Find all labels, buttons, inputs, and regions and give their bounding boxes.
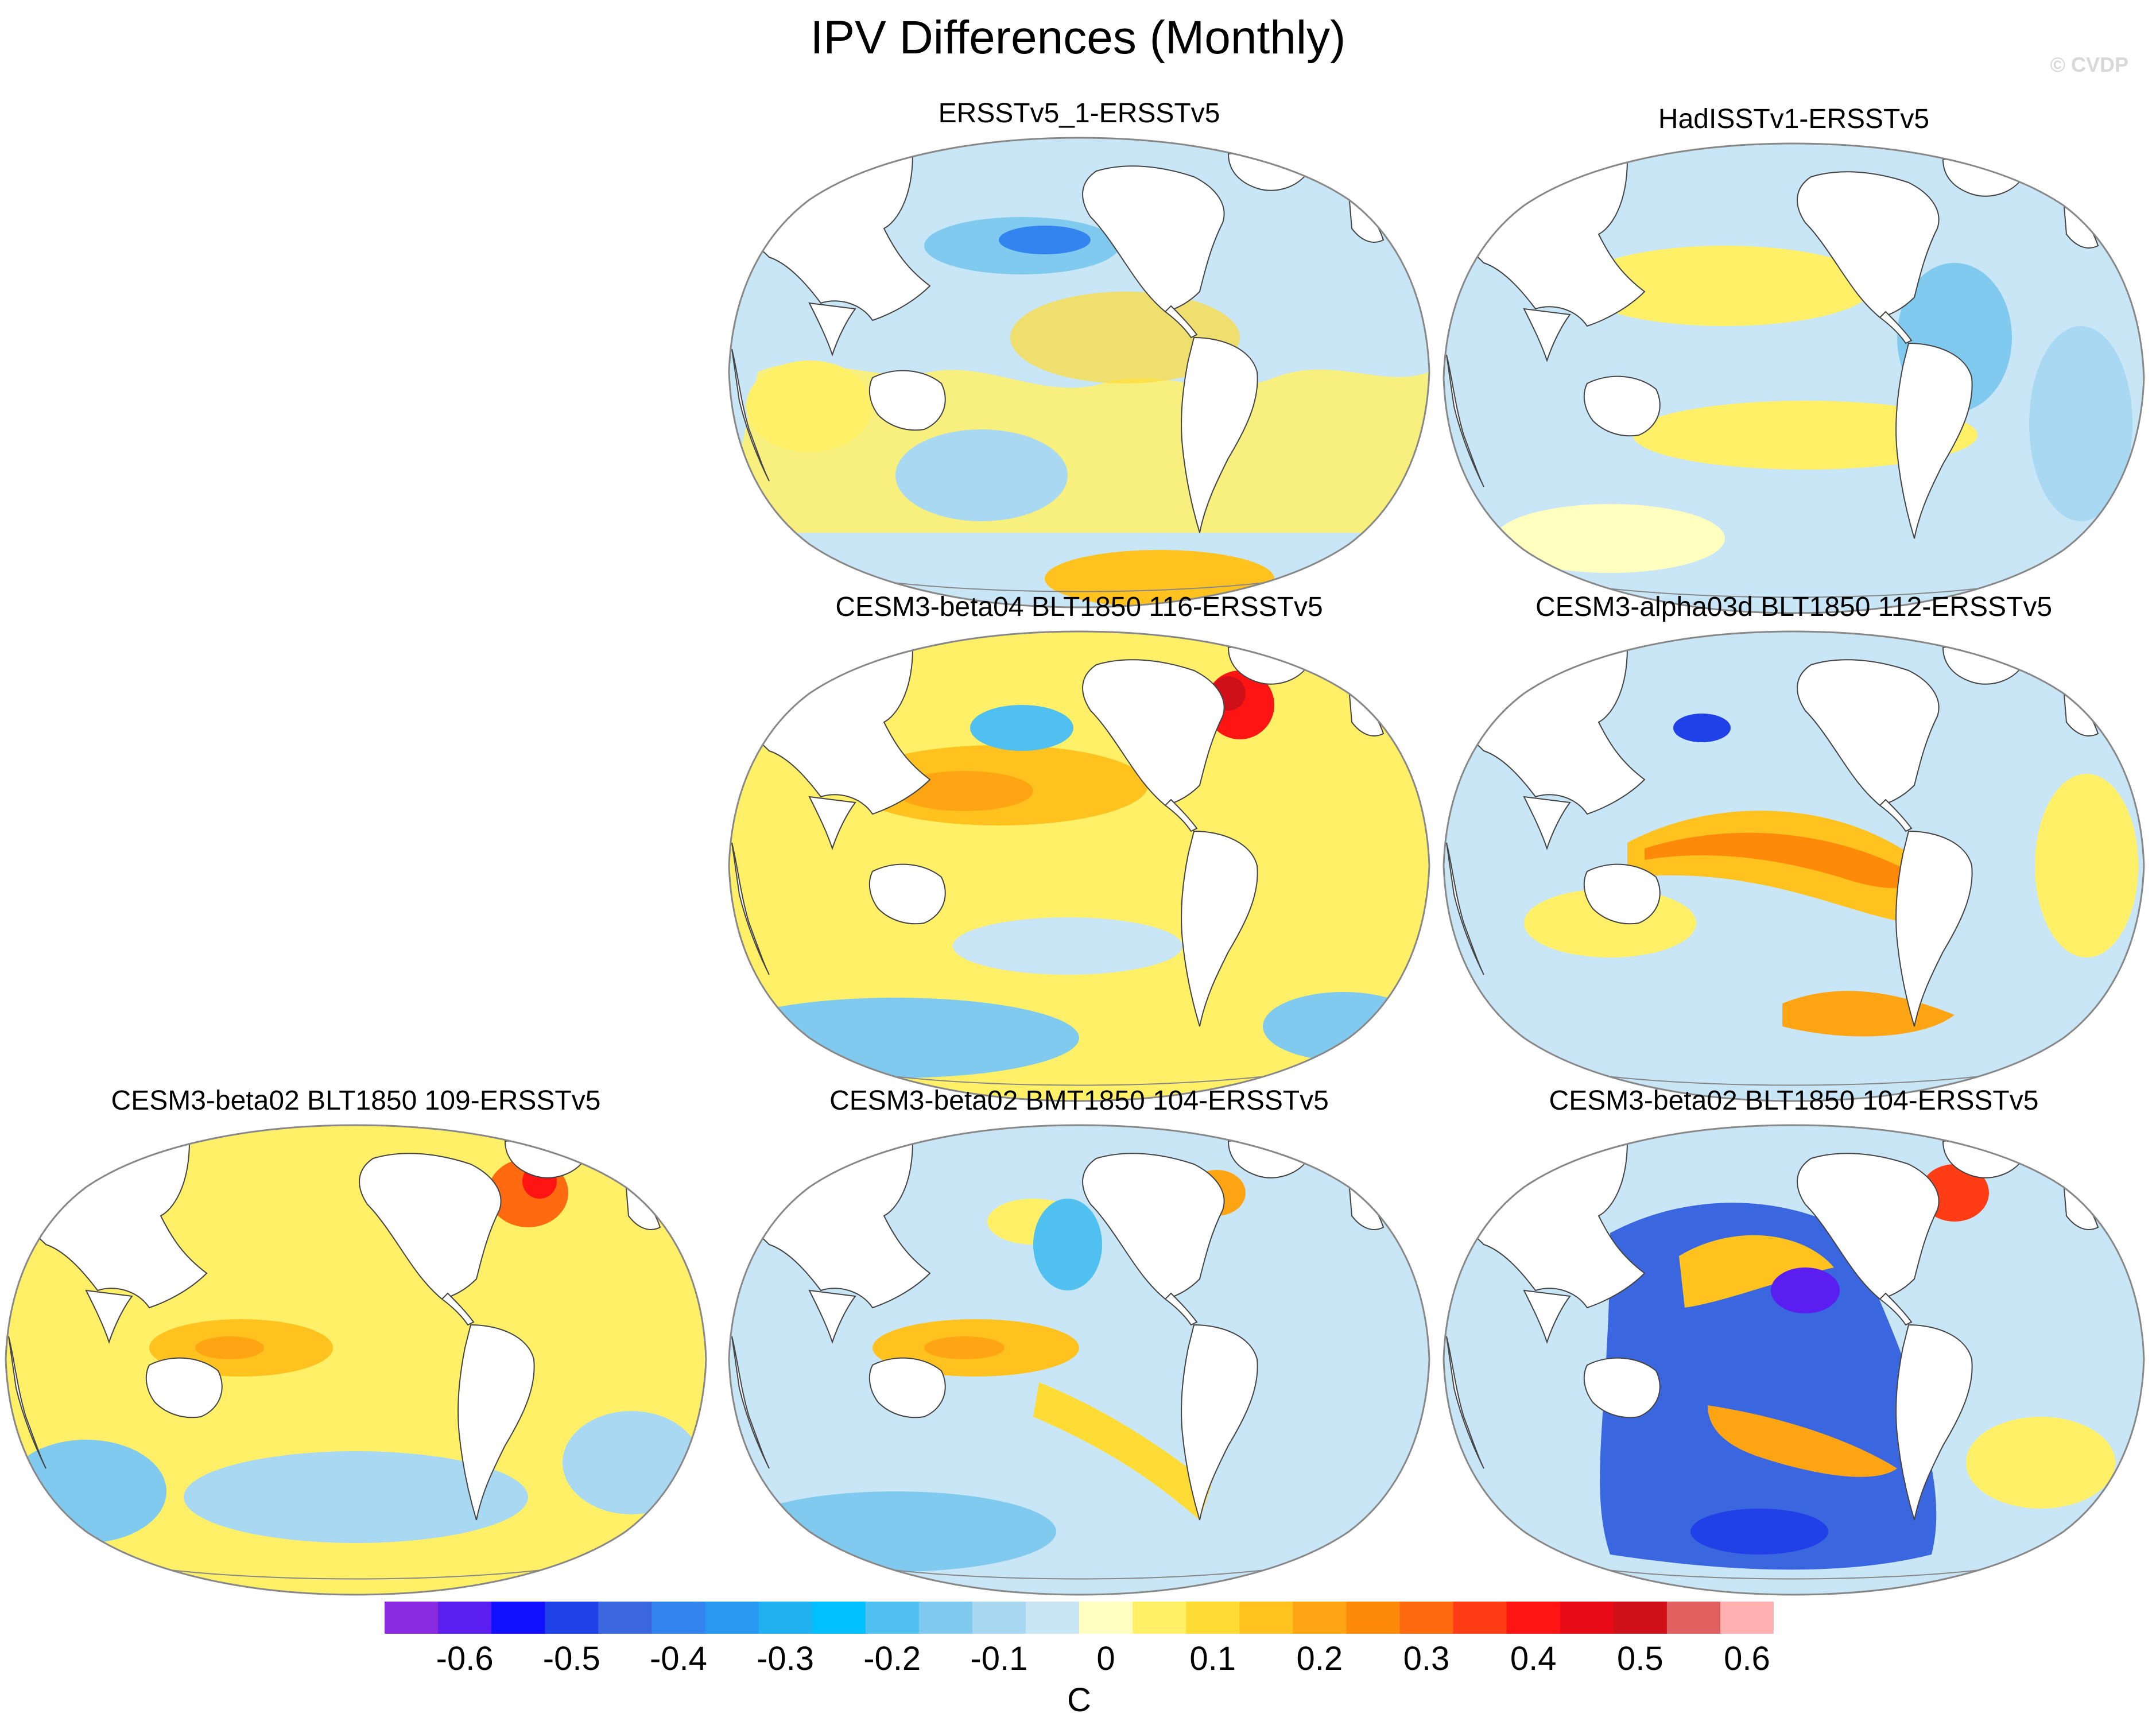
colorbar-box: [1293, 1602, 1347, 1634]
map-plot: [1442, 630, 2145, 1102]
colorbar-tick-label: 0.3: [1403, 1640, 1450, 1677]
colorbar-tick-label: 0.6: [1724, 1640, 1770, 1677]
colorbar-box: [1560, 1602, 1614, 1634]
colorbar-box: [918, 1602, 973, 1634]
colorbar-box: [1506, 1602, 1561, 1634]
panel-title: CESM3-beta02 BLT1850 104-ERSSTv5: [1549, 1086, 2039, 1116]
colorbar-box: [652, 1602, 705, 1634]
map-plot: [1442, 1124, 2145, 1596]
colorbar-box: [545, 1602, 599, 1634]
watermark: © CVDP: [2050, 53, 2128, 76]
panel-title: CESM3-beta04 BLT1850 116-ERSSTv5: [835, 592, 1323, 622]
colorbar-tick-label: 0.1: [1189, 1640, 1236, 1677]
colorbar-tick-label: -0.5: [542, 1640, 600, 1677]
colorbar-tick-label: -0.1: [970, 1640, 1028, 1677]
map-panel-1: ERSSTv5_1-ERSSTv5: [723, 98, 1435, 614]
map-plot: [5, 1124, 707, 1596]
colorbar-box: [705, 1602, 759, 1634]
map-panel-7: CESM3-beta02 BLT1850 104-ERSSTv5: [1438, 1085, 2150, 1602]
map-panel-4: CESM3-alpha03d BLT1850 112-ERSSTv5: [1438, 591, 2150, 1108]
colorbar-box: [812, 1602, 866, 1634]
panel-title: CESM3-alpha03d BLT1850 112-ERSSTv5: [1535, 592, 2053, 622]
map-plot: [1442, 142, 2145, 614]
colorbar-box: [1613, 1602, 1668, 1634]
panel-title: ERSSTv5_1-ERSSTv5: [938, 98, 1220, 129]
colorbar-box: [1453, 1602, 1507, 1634]
colorbar-box: [1025, 1602, 1080, 1634]
map-panel-6: CESM3-beta02 BMT1850 104-ERSSTv5: [723, 1085, 1435, 1602]
colorbar-tick-label: -0.6: [436, 1640, 494, 1677]
colorbar-box: [758, 1602, 813, 1634]
colorbar-box: [1079, 1602, 1133, 1634]
colorbar-tick-label: -0.4: [649, 1640, 707, 1677]
map-panel-2: HadISSTv1-ERSSTv5: [1438, 103, 2150, 620]
colorbar-box: [598, 1602, 652, 1634]
panel-title: CESM3-beta02 BLT1850 109-ERSSTv5: [111, 1086, 601, 1116]
colorbar-box: [1133, 1602, 1186, 1634]
map-plot: [728, 1124, 1430, 1596]
figure-title: IPV Differences (Monthly): [810, 11, 1346, 64]
colorbar-box: [972, 1602, 1026, 1634]
map-panel-3: CESM3-beta04 BLT1850 116-ERSSTv5: [723, 591, 1435, 1108]
colorbar-box: [385, 1602, 439, 1634]
colorbar-box: [1186, 1602, 1240, 1634]
colorbar-box: [865, 1602, 920, 1634]
colorbar-tick-label: 0.4: [1510, 1640, 1557, 1677]
colorbar-tick-label: 0.2: [1296, 1640, 1343, 1677]
panel-title: CESM3-beta02 BMT1850 104-ERSSTv5: [829, 1086, 1329, 1116]
colorbar: [385, 1602, 1774, 1634]
colorbar-tick-label: -0.2: [863, 1640, 921, 1677]
colorbar-box: [1239, 1602, 1293, 1634]
colorbar-box: [1666, 1602, 1721, 1634]
map-panel-5: CESM3-beta02 BLT1850 109-ERSSTv5: [0, 1085, 712, 1602]
colorbar-box: [491, 1602, 545, 1634]
colorbar-box: [1346, 1602, 1400, 1634]
map-plot: [728, 137, 1430, 608]
colorbar-tick-label: 0: [1096, 1640, 1115, 1677]
colorbar-box: [1399, 1602, 1454, 1634]
colorbar-tick-label: -0.3: [757, 1640, 815, 1677]
colorbar-units: C: [1067, 1681, 1091, 1719]
map-plot: [728, 630, 1430, 1102]
panel-title: HadISSTv1-ERSSTv5: [1658, 104, 1930, 134]
colorbar-tick-label: 0.5: [1616, 1640, 1663, 1677]
colorbar-box: [438, 1602, 492, 1634]
colorbar-box: [1720, 1602, 1774, 1634]
